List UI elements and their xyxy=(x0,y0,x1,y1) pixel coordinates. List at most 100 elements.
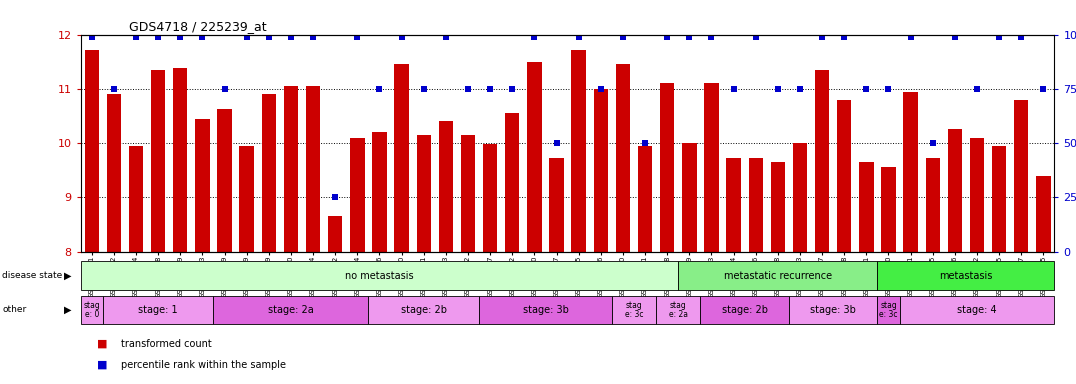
Bar xyxy=(948,129,962,252)
Point xyxy=(437,34,454,40)
Text: stage: 1: stage: 1 xyxy=(139,305,178,315)
Bar xyxy=(925,158,940,252)
Bar xyxy=(328,216,342,252)
Bar xyxy=(881,167,895,252)
Bar xyxy=(195,119,210,252)
Point xyxy=(659,34,676,40)
Text: disease state: disease state xyxy=(2,271,62,280)
Text: transformed count: transformed count xyxy=(121,339,211,349)
Point xyxy=(305,34,322,40)
Bar xyxy=(793,143,807,252)
Bar xyxy=(638,146,652,252)
Bar xyxy=(151,70,166,252)
Point xyxy=(150,34,167,40)
Bar xyxy=(213,296,368,324)
Text: metastasis: metastasis xyxy=(939,270,993,281)
Point xyxy=(570,34,587,40)
Point xyxy=(83,34,100,40)
Bar xyxy=(395,65,409,252)
Bar xyxy=(261,94,277,252)
Bar xyxy=(1036,175,1050,252)
Bar xyxy=(107,94,122,252)
Text: no metastasis: no metastasis xyxy=(345,270,414,281)
Bar xyxy=(904,91,918,252)
Point xyxy=(282,34,299,40)
Bar xyxy=(789,296,877,324)
Bar xyxy=(594,89,608,252)
Text: stage: 2b: stage: 2b xyxy=(722,305,767,315)
Text: stage: 2b: stage: 2b xyxy=(400,305,447,315)
Point xyxy=(636,140,653,146)
Point xyxy=(725,86,742,92)
Bar xyxy=(612,296,656,324)
Bar xyxy=(1014,100,1029,252)
Point xyxy=(880,86,897,92)
Point xyxy=(968,86,986,92)
Point xyxy=(747,34,764,40)
Text: ▶: ▶ xyxy=(65,270,71,280)
Text: metastatic recurrence: metastatic recurrence xyxy=(724,270,832,281)
Point xyxy=(105,86,123,92)
Point xyxy=(349,34,366,40)
Bar xyxy=(103,296,213,324)
Bar xyxy=(700,296,789,324)
Bar xyxy=(678,261,877,290)
Point xyxy=(991,34,1008,40)
Point xyxy=(526,34,543,40)
Text: ▶: ▶ xyxy=(65,305,71,315)
Bar xyxy=(726,158,740,252)
Point xyxy=(548,140,565,146)
Text: percentile rank within the sample: percentile rank within the sample xyxy=(121,360,285,370)
Point xyxy=(415,86,433,92)
Bar xyxy=(505,113,520,252)
Bar xyxy=(81,261,678,290)
Bar xyxy=(350,137,365,252)
Text: ■: ■ xyxy=(97,339,108,349)
Point xyxy=(858,86,875,92)
Bar xyxy=(368,296,479,324)
Point xyxy=(238,34,255,40)
Point xyxy=(1013,34,1030,40)
Bar xyxy=(859,162,874,252)
Point xyxy=(327,194,344,200)
Point xyxy=(127,34,144,40)
Point xyxy=(216,86,233,92)
Bar xyxy=(877,296,900,324)
Point xyxy=(482,86,499,92)
Bar xyxy=(306,86,321,252)
Text: ■: ■ xyxy=(97,360,108,370)
Text: stage: 3b: stage: 3b xyxy=(810,305,856,315)
Bar xyxy=(992,146,1006,252)
Bar xyxy=(240,146,254,252)
Point xyxy=(194,34,211,40)
Point xyxy=(260,34,278,40)
Bar xyxy=(749,158,763,252)
Bar xyxy=(837,100,851,252)
Point xyxy=(172,34,189,40)
Text: GDS4718 / 225239_at: GDS4718 / 225239_at xyxy=(129,20,267,33)
Bar xyxy=(877,261,1054,290)
Bar xyxy=(439,121,453,252)
Text: stage: 2a: stage: 2a xyxy=(268,305,314,315)
Point xyxy=(924,140,942,146)
Text: other: other xyxy=(2,305,27,314)
Point xyxy=(902,34,919,40)
Bar xyxy=(284,86,298,252)
Bar xyxy=(527,62,541,252)
Bar xyxy=(85,50,99,252)
Bar xyxy=(571,50,585,252)
Point xyxy=(681,34,698,40)
Bar xyxy=(483,144,497,252)
Bar xyxy=(81,296,103,324)
Bar xyxy=(815,70,830,252)
Bar xyxy=(217,109,231,252)
Text: stage: 3b: stage: 3b xyxy=(523,305,568,315)
Point xyxy=(504,86,521,92)
Text: stag
e: 3c: stag e: 3c xyxy=(625,301,643,319)
Point xyxy=(791,86,808,92)
Bar xyxy=(461,135,476,252)
Bar xyxy=(615,65,631,252)
Point xyxy=(836,34,853,40)
Text: stag
e: 2a: stag e: 2a xyxy=(669,301,688,319)
Point xyxy=(1035,86,1052,92)
